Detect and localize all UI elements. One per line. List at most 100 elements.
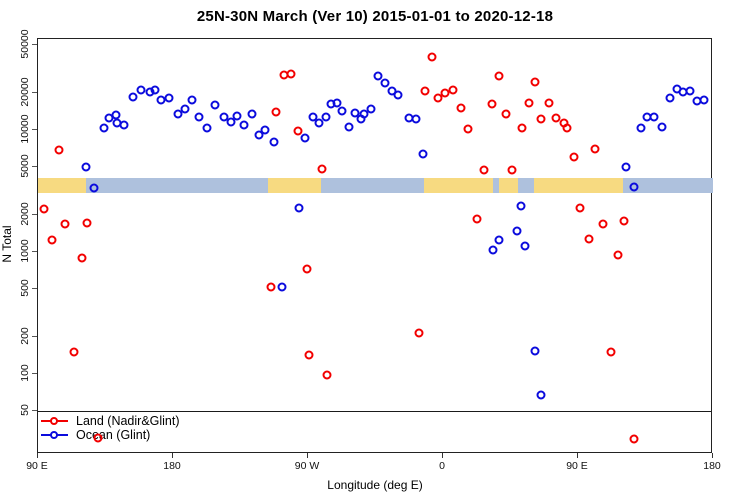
data-point-ocean: [89, 183, 98, 193]
data-point-land: [575, 203, 585, 213]
data-point-ocean: [164, 93, 174, 103]
data-point-ocean: [314, 118, 324, 128]
data-point-ocean: [156, 95, 166, 105]
data-point-land: [304, 350, 314, 360]
y-tick: [32, 165, 37, 167]
data-point-land: [420, 86, 430, 96]
data-point-ocean: [337, 106, 347, 116]
y-tick: [32, 92, 37, 94]
data-point-ocean: [321, 112, 331, 122]
x-tick-label: 90 E: [26, 460, 48, 472]
data-point-ocean: [657, 122, 667, 132]
data-point-land: [544, 98, 554, 108]
data-point-land: [494, 71, 504, 81]
x-tick: [442, 453, 443, 458]
x-tick-label: 90 E: [566, 460, 588, 472]
legend: Land (Nadir&Glint) Ocean (Glint): [41, 414, 180, 442]
x-tick-label: 180: [703, 460, 721, 472]
data-point-land: [584, 234, 594, 244]
data-point-ocean: [210, 100, 220, 110]
data-point-ocean: [494, 235, 504, 245]
data-point-ocean: [194, 112, 204, 122]
x-axis-title: Longitude (deg E): [327, 478, 423, 492]
y-tick: [32, 336, 37, 338]
data-point-ocean: [269, 137, 279, 147]
y-tick-label: 5000: [19, 153, 31, 178]
data-point-ocean: [366, 104, 376, 114]
data-point-land: [302, 264, 312, 274]
data-point-ocean: [516, 201, 526, 211]
data-point-land: [517, 123, 527, 133]
y-tick: [32, 250, 37, 252]
data-point-ocean: [636, 123, 646, 133]
data-point-land: [551, 113, 561, 123]
x-tick: [172, 453, 173, 458]
data-point-ocean: [530, 346, 540, 356]
data-point-land: [322, 370, 332, 380]
y-tick: [32, 43, 37, 45]
data-point-land: [47, 235, 56, 245]
data-point-ocean: [359, 109, 369, 119]
y-tick: [32, 372, 37, 374]
map-band-segment-ocean: [85, 178, 268, 193]
data-point-ocean: [380, 78, 390, 88]
data-point-ocean: [488, 245, 498, 255]
data-point-land: [440, 88, 450, 98]
data-point-land: [487, 99, 497, 109]
data-point-land: [501, 109, 511, 119]
x-tick: [712, 453, 713, 458]
data-point-ocean: [699, 95, 709, 105]
data-point-land: [472, 214, 482, 224]
data-point-ocean: [685, 86, 695, 96]
data-point-ocean: [512, 226, 522, 236]
data-point-ocean: [373, 71, 383, 81]
y-tick: [32, 287, 37, 289]
data-point-ocean: [308, 112, 318, 122]
data-point-land: [562, 123, 572, 133]
data-point-land: [463, 124, 473, 134]
data-point-land: [536, 114, 546, 124]
data-point-land: [82, 218, 92, 228]
data-point-ocean: [629, 182, 639, 192]
y-tick-label: 2000: [19, 202, 31, 226]
data-point-ocean: [202, 123, 212, 133]
data-point-ocean: [187, 95, 197, 105]
map-band-segment-ocean: [492, 178, 499, 193]
reference-line-50: [38, 410, 711, 412]
x-tick: [307, 453, 308, 458]
map-band-segment-ocean: [623, 178, 713, 193]
data-point-ocean: [239, 120, 249, 130]
data-point-land: [293, 126, 303, 136]
legend-label: Land (Nadir&Glint): [76, 414, 180, 428]
data-point-land: [60, 219, 70, 229]
data-point-land: [266, 282, 276, 292]
data-point-ocean: [254, 130, 264, 140]
data-point-ocean: [418, 149, 428, 159]
data-point-land: [606, 347, 616, 357]
data-point-land: [613, 250, 623, 260]
data-point-ocean: [294, 203, 304, 213]
data-point-ocean: [180, 104, 190, 114]
data-point-ocean: [232, 111, 242, 121]
data-point-land: [427, 52, 437, 62]
data-point-ocean: [260, 125, 270, 135]
y-axis-title: N Total: [0, 225, 14, 263]
legend-marker-icon: [41, 430, 68, 440]
data-point-land: [569, 152, 579, 162]
map-band-segment-land: [423, 178, 493, 193]
y-tick-label: 1000: [19, 239, 31, 263]
data-point-ocean: [350, 108, 360, 118]
data-point-ocean: [128, 92, 137, 102]
legend-item: Land (Nadir&Glint): [41, 414, 180, 428]
map-band-segment-ocean: [517, 178, 534, 193]
y-tick-label: 50000: [19, 29, 31, 59]
x-tick-label: 180: [163, 460, 181, 472]
data-point-land: [629, 434, 639, 444]
data-point-land: [433, 93, 443, 103]
map-band-segment-land: [267, 178, 321, 193]
data-point-land: [286, 69, 296, 79]
data-point-ocean: [665, 93, 675, 103]
y-tick-label: 10000: [19, 114, 31, 144]
data-point-land: [619, 216, 629, 226]
data-point-land: [414, 328, 424, 338]
